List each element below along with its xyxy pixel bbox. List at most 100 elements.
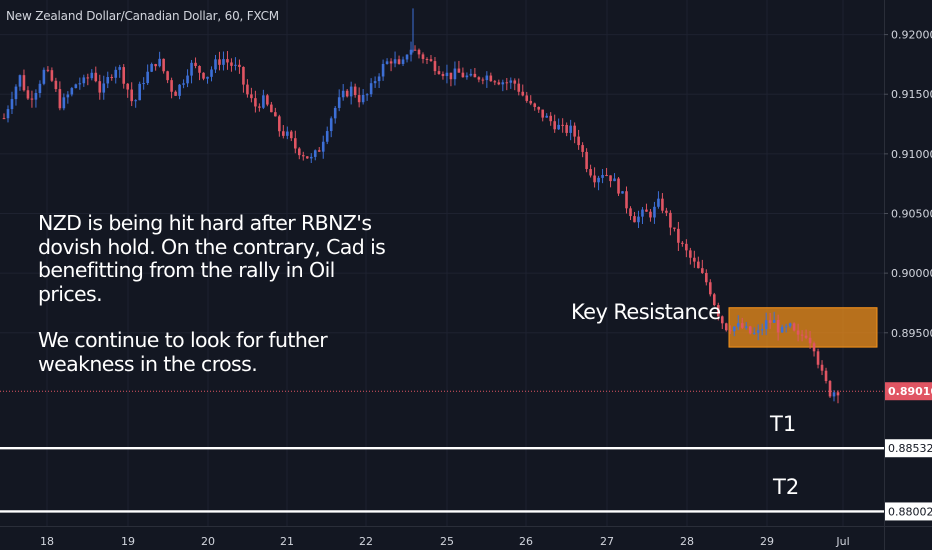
candle-body — [665, 210, 668, 213]
time-tick-label: 19 — [121, 535, 135, 548]
target-value-2: 0.88002 — [888, 505, 932, 518]
candle-body — [808, 337, 812, 344]
candle-body — [162, 58, 165, 72]
candle-body — [677, 228, 680, 243]
candle-body — [629, 208, 632, 217]
price-tick-label: 0.90000 — [891, 267, 932, 280]
time-tick-label: Jul — [835, 535, 849, 548]
candle-body — [70, 88, 74, 95]
candle-body — [836, 392, 840, 396]
time-tick-label: 26 — [519, 535, 533, 548]
candle-body — [194, 62, 197, 66]
candle-body — [673, 227, 676, 229]
candle-body — [106, 77, 110, 84]
candle-body — [134, 100, 137, 102]
candle-body — [361, 94, 365, 103]
candle-body — [26, 90, 30, 99]
candle-body — [577, 136, 580, 146]
candle-body — [6, 109, 10, 119]
candle-body — [633, 216, 636, 223]
candle-body — [230, 62, 233, 66]
candle-body — [282, 131, 285, 136]
candle-body — [130, 89, 133, 102]
candle-body — [449, 72, 453, 80]
candle-body — [2, 118, 6, 120]
candle-body — [768, 320, 772, 323]
candle-body — [493, 81, 497, 83]
candle-body — [210, 69, 213, 77]
candle-body — [521, 91, 525, 96]
price-tick-label: 0.89500 — [891, 327, 932, 340]
candle-body — [800, 334, 804, 336]
candle-body — [174, 91, 177, 96]
candle-body — [286, 131, 289, 136]
candle-body — [748, 326, 752, 334]
time-tick-label: 29 — [760, 535, 774, 548]
candle-body — [533, 103, 537, 107]
candle-body — [413, 49, 417, 51]
candle-body — [381, 63, 385, 77]
candle-body — [325, 131, 329, 142]
candle-body — [581, 145, 584, 152]
time-tick-label: 28 — [680, 535, 694, 548]
candle-body — [170, 80, 173, 92]
candle-body — [321, 141, 325, 152]
candle-body — [206, 76, 209, 79]
candle-body — [417, 49, 421, 55]
candle-body — [589, 169, 592, 176]
candle-body — [505, 82, 509, 84]
candle-body — [274, 112, 277, 117]
candle-body — [110, 77, 114, 79]
candle-body — [621, 191, 624, 194]
candle-body — [637, 216, 640, 223]
candle-body — [569, 125, 572, 133]
candlestick-series — [2, 8, 840, 404]
candle-body — [266, 95, 269, 105]
candle-body — [720, 316, 724, 324]
candle-body — [740, 323, 744, 328]
time-tick-label: 22 — [359, 535, 373, 548]
candle-body — [126, 83, 130, 90]
candle-body — [709, 282, 712, 295]
candle-body — [369, 83, 373, 95]
candle-body — [716, 305, 720, 317]
candle-body — [118, 67, 122, 70]
candle-body — [465, 75, 469, 78]
candle-body — [397, 59, 401, 64]
candle-body — [218, 59, 221, 65]
candle-body — [453, 68, 457, 80]
candle-body — [401, 59, 405, 64]
candle-body — [780, 326, 784, 333]
candle-body — [816, 351, 820, 365]
candle-body — [150, 64, 153, 72]
candle-body — [661, 198, 664, 211]
candle-body — [724, 323, 728, 331]
candle-body — [309, 156, 313, 159]
candle-body — [625, 191, 628, 209]
target-1-label: T1 — [770, 412, 797, 436]
candle-body — [689, 250, 692, 258]
candle-body — [501, 82, 505, 85]
candle-body — [473, 73, 477, 78]
candle-body — [202, 72, 205, 79]
candle-body — [166, 71, 169, 81]
candle-body — [421, 54, 425, 59]
price-tick-label: 0.91000 — [891, 148, 932, 161]
candle-body — [537, 106, 541, 110]
candle-body — [377, 76, 381, 82]
candle-body — [333, 107, 337, 119]
candle-body — [198, 65, 201, 73]
candle-body — [469, 73, 473, 76]
candle-body — [86, 77, 90, 79]
candle-body — [585, 151, 588, 170]
candle-body — [94, 72, 98, 82]
candle-body — [425, 58, 429, 60]
candle-body — [796, 330, 800, 335]
candle-body — [82, 77, 86, 84]
chart-title: New Zealand Dollar/Canadian Dollar, 60, … — [6, 9, 279, 23]
key-resistance-box — [728, 307, 878, 348]
candle-body — [820, 364, 824, 371]
candle-body — [437, 71, 441, 75]
